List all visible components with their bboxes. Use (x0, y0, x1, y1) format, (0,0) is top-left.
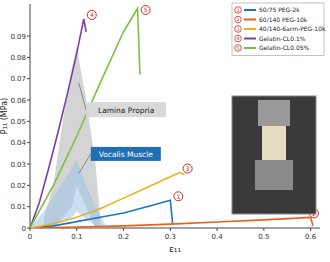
legend-label: Gelatin-CL0.1% (259, 35, 306, 42)
y-tick (27, 142, 30, 143)
x-tick (170, 228, 171, 231)
x-tick (217, 228, 218, 231)
series-id-circle (141, 6, 150, 15)
chart: 0 0.1 0.2 0.3 0.4 0.5 0.6 0 0.01 0.02 0.03 0.04 0.05… (0, 0, 330, 262)
series-id-circle (87, 10, 96, 19)
series-id: 4 (90, 11, 94, 18)
y-tick-label: 0.09 (10, 33, 26, 41)
x-tick (76, 228, 77, 231)
y-tick (27, 206, 30, 207)
series-id-circle (183, 164, 192, 173)
y-tick (27, 78, 30, 79)
x-tick-label: 0.4 (212, 233, 224, 241)
band-pointer (79, 83, 86, 110)
band-label-box (86, 102, 166, 117)
legend-swatch (244, 38, 256, 40)
legend-id-circle (235, 35, 242, 42)
y-tick-label: 0.02 (10, 182, 26, 190)
legend-label: 50/75 PEG-2k (259, 6, 300, 13)
x-tick-label: 0 (28, 233, 32, 241)
series-id: 3 (186, 165, 190, 172)
y-tick-label: 0.04 (10, 139, 26, 147)
legend-id-circle (235, 7, 242, 14)
y-tick-label: 0 (22, 225, 26, 233)
y-tick-label: 0.06 (10, 97, 26, 105)
legend-label: 60/140 PEG-10k (259, 16, 308, 23)
y-tick (27, 185, 30, 186)
legend-swatch (244, 47, 256, 49)
legend-id: 4 (236, 36, 239, 41)
series-line (30, 173, 184, 228)
y-tick-label: 0.08 (10, 54, 26, 62)
y-tick (27, 228, 30, 229)
series-line (30, 19, 86, 228)
y-tick (27, 100, 30, 101)
band-pointer (79, 154, 91, 173)
band-label: Vocalis Muscle (99, 150, 154, 159)
x-tick-label: 0.2 (118, 233, 129, 241)
y-axis (30, 4, 31, 228)
series-id: 1 (176, 193, 180, 200)
legend-label: Gelatin-CL0.05% (259, 44, 310, 51)
band-label-box (91, 147, 161, 161)
y-tick (27, 164, 30, 165)
photo-inset (232, 96, 316, 214)
legend-label: 40/140-6arm-PEG-10k (259, 25, 326, 32)
legend-id: 3 (236, 27, 239, 32)
legend-id: 2 (236, 17, 239, 22)
band-label: Lamina Propria (98, 106, 154, 115)
x-tick-label: 0.5 (258, 233, 269, 241)
x-tick-label: 0.3 (165, 233, 176, 241)
legend-swatch (244, 9, 256, 11)
y-tick-label: 0.01 (10, 203, 26, 211)
photo-clamp (258, 100, 290, 126)
x-tick-label: 0.6 (305, 233, 317, 241)
legend-id: 5 (236, 46, 239, 51)
photo-clamp (255, 160, 293, 190)
legend-id: 1 (236, 8, 239, 13)
y-tick (27, 36, 30, 37)
legend-id-circle (235, 16, 242, 23)
y-tick (27, 121, 30, 122)
x-tick (123, 228, 124, 231)
legend-id-circle (235, 45, 242, 52)
x-tick-label: 0.1 (71, 233, 82, 241)
x-tick (310, 228, 311, 231)
y-tick-label: 0.05 (10, 118, 26, 126)
legend-id-circle (235, 26, 242, 33)
y-tick-label: 0.03 (10, 161, 26, 169)
series-id: 5 (144, 6, 148, 13)
y-axis-label: P₁₁ (MPa) (0, 98, 9, 134)
x-tick (263, 228, 264, 231)
y-tick-label: 0.07 (10, 75, 26, 83)
legend-swatch (244, 28, 256, 30)
x-axis-label: ε₁₁ (169, 244, 181, 254)
legend-swatch (244, 19, 256, 21)
y-tick (27, 57, 30, 58)
series-line (30, 8, 140, 228)
photo-sample (262, 126, 286, 160)
series-id-circle (174, 192, 183, 201)
